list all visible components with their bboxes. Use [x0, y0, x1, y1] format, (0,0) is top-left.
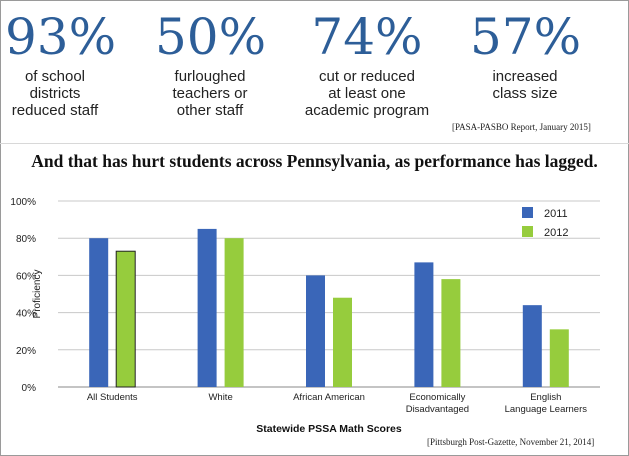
x-tick-label: Language Learners: [505, 404, 588, 415]
x-tick-label: English: [530, 392, 561, 403]
y-axis-label: Proficiency: [32, 270, 43, 319]
legend-label: 2012: [544, 227, 568, 239]
stat-line: cut or reduced: [319, 68, 415, 85]
stat-line: at least one: [328, 85, 406, 102]
bar-2011: [414, 262, 434, 387]
x-tick-label: African American: [293, 392, 365, 403]
bar-2012: [115, 250, 136, 388]
stat-line: class size: [492, 85, 558, 102]
stat-academic-program: 74% cut or reduced at least one academic…: [292, 12, 442, 119]
stat-school-districts: 93% of school districts reduced staff: [5, 8, 117, 119]
stat-description: increased class size: [470, 68, 580, 102]
y-tick-label: 60%: [16, 271, 36, 282]
stat-line: increased: [492, 68, 558, 85]
stat-value: 50%: [155, 8, 267, 66]
bar-2011: [522, 305, 542, 387]
bar-2011: [197, 228, 217, 387]
divider: [0, 143, 629, 144]
x-axis-label: Statewide PSSA Math Scores: [256, 423, 402, 435]
stat-value: 57%: [470, 8, 582, 66]
legend-swatch: [522, 226, 533, 237]
y-tick-label: 20%: [16, 346, 36, 357]
stat-line: furloughed: [174, 68, 246, 85]
stat-line: districts: [29, 85, 81, 102]
x-tick-label: Economically: [409, 392, 465, 403]
bar-2012: [441, 279, 461, 387]
stat-line: reduced staff: [11, 102, 99, 119]
bar-2011: [306, 275, 325, 387]
bottom-citation: [Pittsburgh Post-Gazette, November 21, 2…: [427, 437, 595, 447]
x-tick-label: Disadvantaged: [406, 404, 469, 415]
headline: And that has hurt students across Pennsy…: [31, 151, 598, 171]
stat-description: cut or reduced at least one academic pro…: [292, 68, 442, 119]
y-tick-label: 0%: [22, 383, 37, 394]
legend-label: 2011: [544, 208, 568, 220]
y-tick-label: 80%: [16, 234, 36, 245]
stat-line: other staff: [176, 102, 244, 119]
top-citation: [PASA-PASBO Report, January 2015]: [452, 122, 591, 132]
y-tick-label: 40%: [16, 309, 36, 320]
y-tick-label: 100%: [10, 197, 36, 208]
bar-2011: [89, 238, 109, 387]
legend-swatch: [522, 207, 533, 218]
stat-description: furloughed teachers or other staff: [155, 68, 265, 119]
stat-value: 93%: [5, 8, 117, 66]
stat-class-size: 57% increased class size: [470, 8, 582, 102]
bar-2012: [549, 329, 569, 387]
x-tick-label: White: [208, 392, 232, 403]
stat-line: of school: [24, 68, 86, 85]
stat-description: of school districts reduced staff: [5, 68, 105, 119]
stat-value: 74%: [311, 8, 423, 66]
bar-2012: [224, 238, 244, 387]
bar-2012: [333, 297, 352, 387]
stat-line: academic program: [304, 102, 430, 119]
stat-line: teachers or: [172, 85, 248, 102]
x-tick-label: All Students: [87, 392, 138, 403]
stat-furloughed: 50% furloughed teachers or other staff: [155, 8, 267, 119]
